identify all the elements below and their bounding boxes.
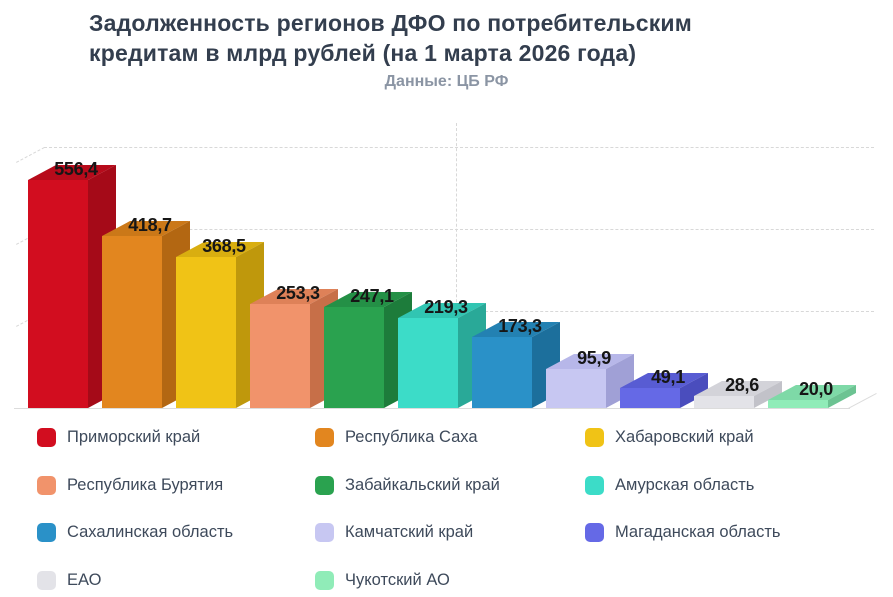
bar-front-face xyxy=(694,396,754,408)
bar-front-face xyxy=(102,236,162,408)
bar-front-face xyxy=(768,400,828,408)
legend-item: Приморский край xyxy=(37,414,315,462)
legend-item: Забайкальский край xyxy=(315,462,585,510)
legend-item: Хабаровский край xyxy=(585,414,872,462)
bar-front-face xyxy=(398,318,458,408)
bar-top-face xyxy=(102,221,190,236)
bar-front-face xyxy=(472,337,532,408)
bar-value-label: 173,3 xyxy=(498,316,542,336)
bar-value-label: 418,7 xyxy=(128,215,172,235)
bar-front-face xyxy=(546,369,606,408)
legend-swatch-icon xyxy=(585,475,604,495)
bar-value-label: 247,1 xyxy=(350,286,394,306)
bar-top-face xyxy=(250,289,338,304)
legend-label: Амурская область xyxy=(615,475,755,494)
legend-item: Чукотский АО xyxy=(315,557,585,597)
bar-value-label: 219,3 xyxy=(424,297,468,317)
bar-value-label: 556,4 xyxy=(54,159,98,179)
legend-swatch-icon xyxy=(315,570,334,590)
legend-item: Амурская область xyxy=(585,462,872,510)
legend-swatch-icon xyxy=(585,428,604,448)
legend-item: Магаданская область xyxy=(585,509,872,557)
legend-label: Чукотский АО xyxy=(345,570,450,589)
legend-item: Республика Бурятия xyxy=(37,462,315,510)
legend-swatch-icon xyxy=(37,428,56,448)
gridline-horizontal xyxy=(44,147,874,148)
bar-value-label: 20,0 xyxy=(799,379,833,399)
legend-swatch-icon xyxy=(37,570,56,590)
bar-value-label: 28,6 xyxy=(725,375,759,395)
chart-subtitle: Данные: ЦБ РФ xyxy=(384,73,509,90)
legend-swatch-icon xyxy=(37,475,56,495)
gridline-horizontal xyxy=(44,229,874,230)
legend-item: Республика Саха xyxy=(315,414,585,462)
legend-label: Камчатский край xyxy=(345,523,474,542)
legend-swatch-icon xyxy=(315,475,334,495)
legend-swatch-icon xyxy=(315,428,334,448)
gridline-vertical xyxy=(456,123,457,408)
bar-top-face xyxy=(472,322,560,337)
bar-front-face xyxy=(176,257,236,408)
bar-top-face xyxy=(176,242,264,257)
bar-top-face xyxy=(546,354,634,369)
bar-front-face xyxy=(28,180,88,408)
bar-front-face xyxy=(620,388,680,408)
bar-top-face xyxy=(620,373,708,388)
legend-label: ЕАО xyxy=(67,570,102,589)
legend-item: Сахалинская область xyxy=(37,509,315,557)
legend-swatch-icon xyxy=(315,523,334,543)
bar-top-face xyxy=(694,381,782,396)
chart-title-line-2: кредитам в млрд рублей (на 1 марта 2026 … xyxy=(89,40,637,66)
chart-title-line-1: Задолженность регионов ДФО по потребител… xyxy=(89,10,692,36)
legend-swatch-icon xyxy=(585,523,604,543)
legend-label: Республика Саха xyxy=(345,428,478,447)
legend-item: Камчатский край xyxy=(315,509,585,557)
legend-label: Забайкальский край xyxy=(345,475,500,494)
chart-legend: Приморский край Республика Саха Хабаровски… xyxy=(37,414,872,597)
bar-value-label: 368,5 xyxy=(202,236,246,256)
legend-label: Хабаровский край xyxy=(615,428,754,447)
bar-value-label: 49,1 xyxy=(651,367,685,387)
chart-title: Задолженность регионов ДФО по потребител… xyxy=(89,8,692,68)
legend-label: Магаданская область xyxy=(615,523,781,542)
bar-value-label: 253,3 xyxy=(276,283,320,303)
legend-item: ЕАО xyxy=(37,557,315,597)
bar-top-face xyxy=(768,385,856,400)
legend-label: Республика Бурятия xyxy=(67,475,224,494)
bar-top-face xyxy=(398,303,486,318)
legend-label: Приморский край xyxy=(67,428,201,447)
x-axis-line xyxy=(14,408,850,409)
bar-front-face xyxy=(250,304,310,408)
bar-front-face xyxy=(324,307,384,408)
bar-value-label: 95,9 xyxy=(577,348,611,368)
bar-top-face xyxy=(324,292,412,307)
bar-top-face xyxy=(28,165,116,180)
legend-label: Сахалинская область xyxy=(67,523,234,542)
legend-swatch-icon xyxy=(37,523,56,543)
